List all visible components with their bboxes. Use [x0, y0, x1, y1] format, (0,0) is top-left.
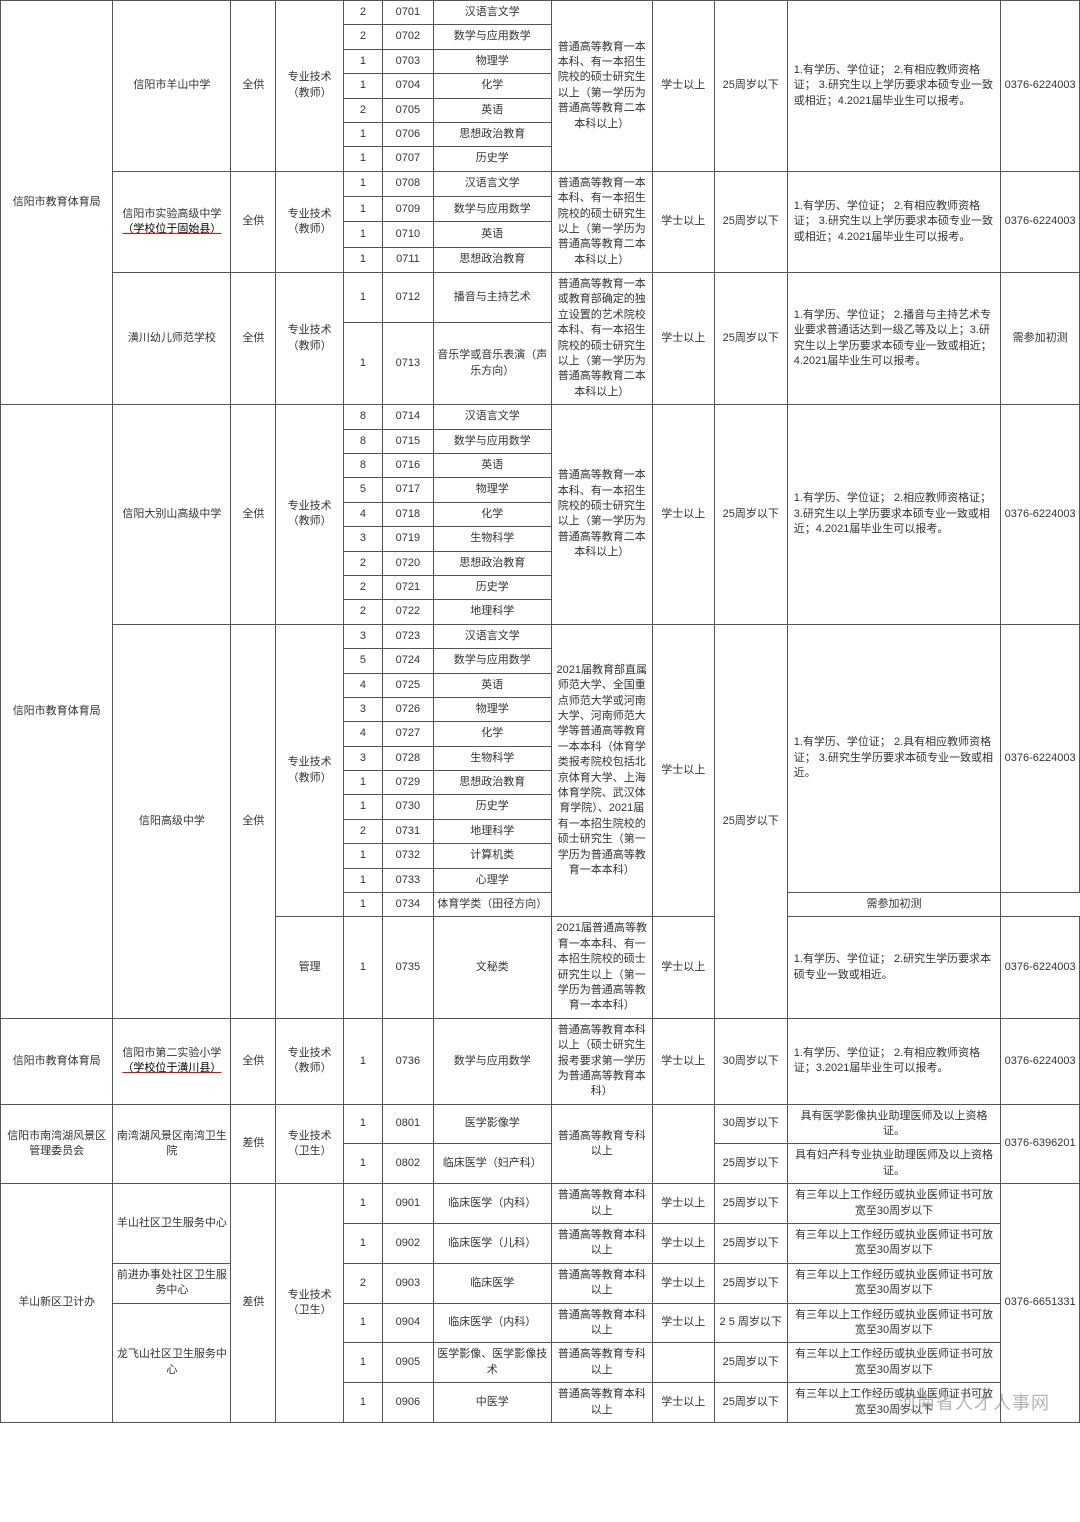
recruitment-table: 信阳市教育体育局信阳市羊山中学全供专业技术（教师）20701汉语言文学普通高等教…: [0, 0, 1080, 1423]
